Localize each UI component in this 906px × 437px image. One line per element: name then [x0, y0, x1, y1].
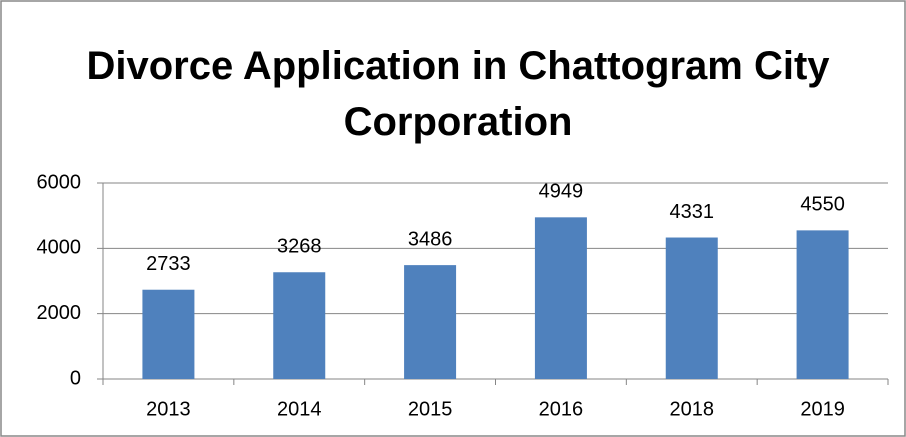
- x-tick-label: 2014: [277, 398, 322, 420]
- bar: [534, 217, 587, 379]
- data-label: 3268: [277, 236, 322, 258]
- bar: [273, 272, 326, 379]
- bar: [665, 237, 718, 379]
- data-label: 4331: [670, 201, 715, 223]
- y-tick-label: 0: [70, 367, 81, 389]
- x-tick-label: 2018: [670, 398, 715, 420]
- data-label: 2733: [146, 253, 191, 275]
- x-tick-label: 2013: [146, 398, 191, 420]
- data-label: 4949: [539, 181, 584, 203]
- bar: [142, 289, 195, 379]
- y-tick-label: 2000: [37, 302, 82, 324]
- y-tick-label: 4000: [37, 237, 82, 259]
- bar: [796, 230, 849, 379]
- bar: [404, 265, 457, 379]
- y-tick-label: 6000: [37, 171, 82, 193]
- x-tick-label: 2015: [408, 398, 453, 420]
- chart-title: Divorce Application in Chattogram City C…: [86, 44, 830, 144]
- x-tick-label: 2019: [800, 398, 845, 420]
- x-tick-label: 2016: [539, 398, 584, 420]
- data-label: 3486: [408, 228, 453, 250]
- data-label: 4550: [800, 194, 845, 216]
